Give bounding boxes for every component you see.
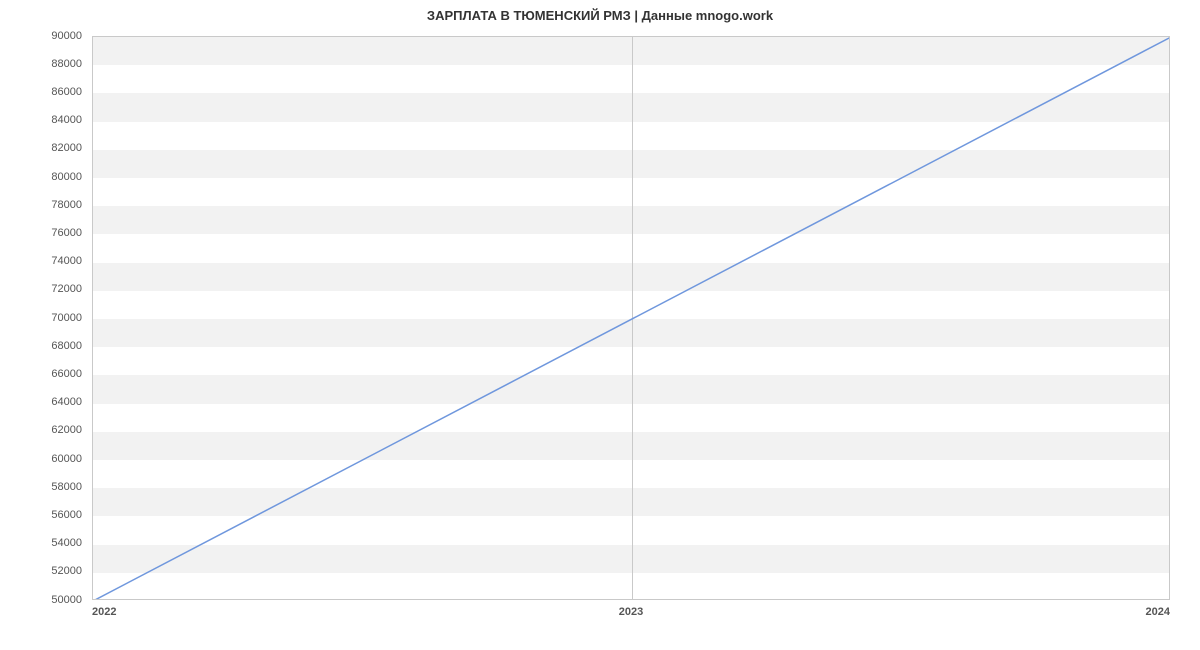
ytick-label: 84000: [0, 114, 82, 126]
ytick-label: 56000: [0, 509, 82, 521]
chart-title: ЗАРПЛАТА В ТЮМЕНСКИЙ РМЗ | Данные mnogo.…: [0, 8, 1200, 23]
ytick-label: 90000: [0, 30, 82, 42]
ytick-label: 80000: [0, 171, 82, 183]
ytick-label: 88000: [0, 58, 82, 70]
plot-area: [92, 36, 1170, 600]
ytick-label: 50000: [0, 594, 82, 606]
xtick-label: 2023: [601, 606, 661, 618]
ytick-label: 82000: [0, 142, 82, 154]
ytick-label: 62000: [0, 424, 82, 436]
xtick-label: 2024: [1110, 606, 1170, 618]
ytick-label: 54000: [0, 537, 82, 549]
ytick-label: 66000: [0, 368, 82, 380]
ytick-label: 64000: [0, 396, 82, 408]
ytick-label: 58000: [0, 481, 82, 493]
series-line: [93, 37, 1170, 600]
xtick-label: 2022: [92, 606, 152, 618]
ytick-label: 72000: [0, 283, 82, 295]
ytick-label: 78000: [0, 199, 82, 211]
ytick-label: 76000: [0, 227, 82, 239]
ytick-label: 68000: [0, 340, 82, 352]
ytick-label: 74000: [0, 255, 82, 267]
ytick-label: 60000: [0, 453, 82, 465]
ytick-label: 86000: [0, 86, 82, 98]
ytick-label: 70000: [0, 312, 82, 324]
ytick-label: 52000: [0, 565, 82, 577]
